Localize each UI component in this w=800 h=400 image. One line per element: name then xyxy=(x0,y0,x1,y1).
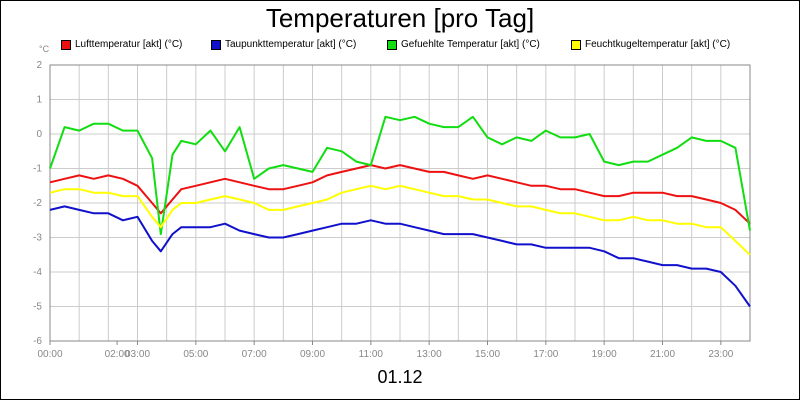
legend-item-taupunkttemperatur: Taupunkttemperatur [akt] (°C) xyxy=(211,39,356,50)
legend-item-feuchtkugeltemperatur: Feuchtkugeltemperatur [akt] (°C) xyxy=(571,39,730,50)
y-tick-label: -4 xyxy=(33,267,42,278)
y-tick-label: 2 xyxy=(36,60,42,71)
x-tick-label: 15:00 xyxy=(475,349,500,360)
x-tick-label: 05:00 xyxy=(183,349,208,360)
x-tick-label: 11:00 xyxy=(359,349,384,360)
x-tick-label: 21:00 xyxy=(650,349,675,360)
x-tick-label: 17:00 xyxy=(533,349,558,360)
plot-border xyxy=(49,64,751,342)
legend-label-gefuehlte-temperatur: Gefuehlte Temperatur [akt] (°C) xyxy=(401,39,540,50)
legend-label-lufttemperatur: Lufttemperatur [akt] (°C) xyxy=(75,39,183,50)
x-tick-label: 07:00 xyxy=(242,349,267,360)
y-tick-label: -1 xyxy=(33,164,42,175)
series-layer xyxy=(49,115,751,308)
chart-title: Temperaturen [pro Tag] xyxy=(265,3,535,33)
legend-item-gefuehlte-temperatur: Gefuehlte Temperatur [akt] (°C) xyxy=(387,39,540,50)
y-tick-label: 1 xyxy=(36,95,42,106)
legend-label-feuchtkugeltemperatur: Feuchtkugeltemperatur [akt] (°C) xyxy=(585,39,731,50)
date-label: 01.12 xyxy=(377,367,423,387)
y-tick-label: -2 xyxy=(33,198,42,209)
grid-layer xyxy=(49,64,751,342)
legend-swatch-gefuehlte-temperatur xyxy=(387,39,397,50)
legend-swatch-taupunkttemperatur xyxy=(211,39,221,50)
legend-label-taupunkttemperatur: Taupunkttemperatur [akt] (°C) xyxy=(225,39,357,50)
series-line-2 xyxy=(49,115,751,236)
x-tick-label: 19:00 xyxy=(592,349,617,360)
x-tick-label: 09:00 xyxy=(300,349,325,360)
x-tick-label: 02:00 xyxy=(105,349,130,360)
x-tick-label: 00:00 xyxy=(37,349,62,360)
legend-swatch-lufttemperatur xyxy=(61,39,71,50)
x-tick-label: 03:00 xyxy=(125,349,150,360)
series-line-1 xyxy=(49,205,751,308)
legend-swatch-feuchtkugeltemperatur xyxy=(571,39,581,50)
y-tick-label: 0 xyxy=(36,129,42,140)
legend-item-lufttemperatur: Lufttemperatur [akt] (°C) xyxy=(61,39,182,50)
y-tick-label: -5 xyxy=(33,302,42,313)
series-line-0 xyxy=(49,164,751,225)
y-tick-label: -6 xyxy=(33,336,42,347)
series-line-3 xyxy=(49,184,751,256)
y-axis-unit: °C xyxy=(39,44,50,54)
y-tick-label: -3 xyxy=(33,233,42,244)
x-tick-label: 13:00 xyxy=(417,349,442,360)
x-tick-label: 23:00 xyxy=(708,349,733,360)
